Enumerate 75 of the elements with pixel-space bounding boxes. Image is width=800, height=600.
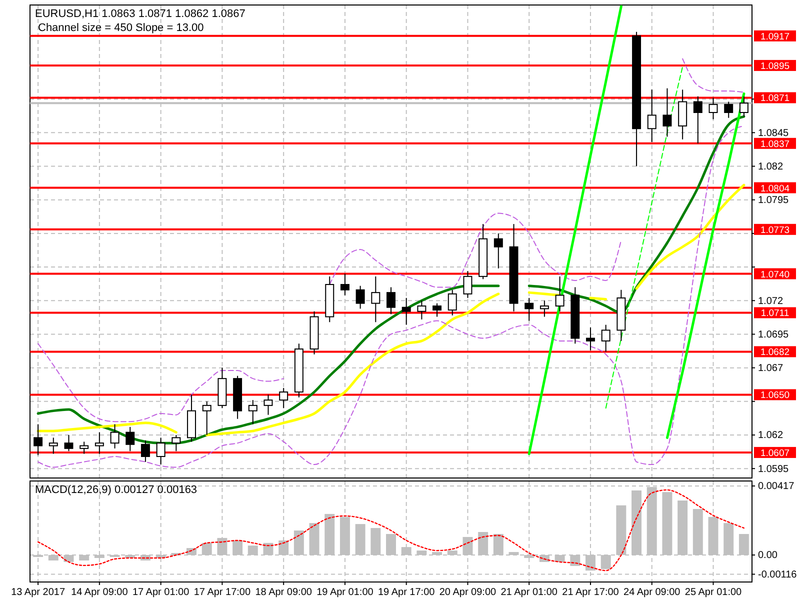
candlestick (172, 434, 181, 452)
x-tick-label: 17 Apr 01:00 (132, 587, 190, 598)
y-tick-label: 1.062 (758, 430, 784, 442)
candlestick (356, 285, 365, 310)
y-tick-label: 0.00417 (758, 481, 795, 492)
x-tick-label: 14 Apr 09:00 (71, 587, 128, 598)
candlestick (555, 276, 564, 312)
y-tick-label: 1.0595 (758, 464, 790, 475)
candlestick (524, 297, 534, 322)
candlestick (34, 424, 43, 456)
x-tick-label: 21 Apr 01:00 (500, 587, 558, 598)
candlestick (432, 302, 442, 318)
x-tick-label: 24 Apr 09:00 (624, 587, 681, 598)
ref-line-label: 1.0804 (760, 183, 790, 194)
candlestick (494, 232, 503, 269)
candlestick (279, 387, 288, 409)
x-tick-label: 17 Apr 17:00 (194, 587, 251, 598)
candlestick (402, 297, 411, 326)
line-series (666, 92, 746, 439)
ref-line-label: 1.0773 (760, 224, 790, 236)
candlestick (540, 300, 549, 318)
candlestick (724, 101, 734, 118)
ref-line-label: 1.0607 (760, 448, 790, 459)
y-tick-label: 1.0845 (758, 128, 790, 139)
text: Channel size = 450 Slope = 13.00 (38, 22, 204, 34)
candlestick (64, 434, 74, 452)
y-tick-label: 1.0795 (758, 195, 790, 206)
candlestick (94, 432, 104, 454)
y-tick-label: 1.072 (758, 296, 784, 307)
candlestick (448, 289, 457, 316)
candlestick (48, 437, 58, 454)
ref-line-label: 1.0711 (760, 308, 790, 320)
candlestick (647, 89, 656, 143)
candlestick (80, 441, 89, 454)
x-tick-label: 19 Apr 01:00 (316, 587, 374, 598)
ref-line-label: 1.0871 (760, 93, 790, 104)
ref-line-label: 1.0740 (760, 269, 790, 280)
y-tick-label: 1.067 (758, 363, 784, 374)
y-tick-label: 1.0695 (758, 329, 790, 340)
chart-title: MACD(12,26,9) 0.00127 0.00163 (35, 484, 198, 496)
x-tick-label: 19 Apr 17:00 (378, 587, 436, 598)
candlestick (264, 394, 273, 416)
candlestick (140, 440, 150, 462)
y-tick-label: 1.082 (758, 161, 784, 172)
x-tick-label: 18 Apr 09:00 (255, 587, 312, 598)
ref-line-label: 1.0895 (760, 60, 790, 72)
candlestick (340, 273, 350, 296)
candlestick (126, 426, 135, 452)
x-tick-label: 21 Apr 17:00 (562, 587, 620, 598)
y-tick-label: 0.00 (758, 550, 778, 562)
candlestick (110, 424, 120, 449)
ref-line-label: 1.0650 (760, 390, 790, 402)
chart-title: EURUSD,H1 1.0863 1.0871 1.0862 1.0867 (35, 8, 246, 20)
candlestick (739, 96, 748, 118)
candlestick (156, 437, 166, 466)
ref-line-label: 1.0837 (760, 138, 790, 150)
y-tick-label: -0.00116 (758, 569, 798, 580)
candlestick (463, 270, 472, 298)
candlestick (386, 286, 396, 315)
candlestick (708, 97, 718, 120)
x-tick-label: 25 Apr 01:00 (684, 587, 742, 598)
line-series (528, 5, 622, 456)
candlestick (202, 400, 212, 436)
line-series (605, 66, 684, 409)
candlestick (248, 400, 258, 425)
candlestick (586, 327, 595, 351)
candlestick (601, 324, 610, 352)
candlestick (693, 96, 702, 144)
candlestick (662, 88, 672, 138)
candlestick (417, 300, 426, 320)
x-tick-label: 13 Apr 2017 (11, 587, 66, 598)
x-tick-label: 20 Apr 09:00 (439, 587, 497, 598)
ref-line-label: 1.0917 (760, 31, 790, 42)
candlestick (371, 276, 380, 323)
ref-line-label: 1.0682 (760, 347, 790, 358)
